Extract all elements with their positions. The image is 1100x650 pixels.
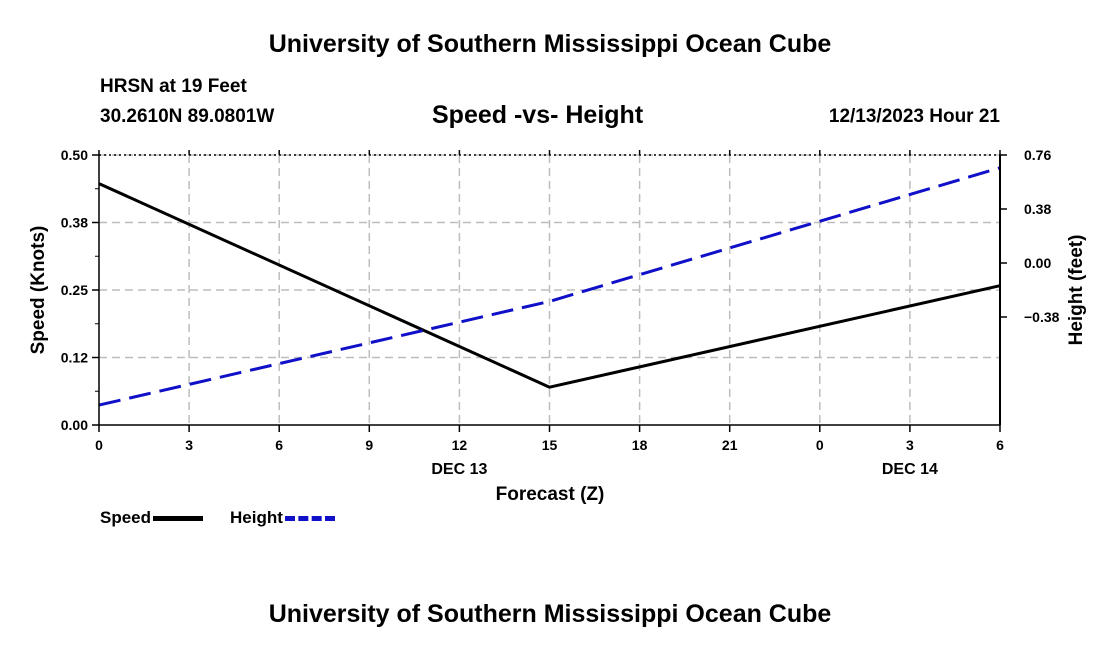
y2-tick-label: 0.76: [1024, 147, 1051, 163]
x-tick-label: 21: [722, 437, 738, 453]
legend-height-swatch: [284, 516, 335, 522]
x-tick-label: 15: [542, 437, 558, 453]
x-tick-label: 6: [275, 437, 283, 453]
y2-axis-label: Height (feet): [1066, 235, 1087, 346]
forecast-datetime: 12/13/2023 Hour 21: [828, 106, 1000, 127]
chart-series: [98, 166, 1001, 407]
y-axis-label: Speed (Knots): [28, 226, 49, 355]
bottom-title: University of Southern Mississippi Ocean…: [268, 600, 832, 628]
y2-tick-label: 0.00: [1024, 255, 1051, 271]
legend-speed-label: Speed: [100, 508, 152, 527]
legend-height-label: Height: [230, 508, 283, 527]
top-title: University of Southern Mississippi Ocean…: [268, 30, 832, 58]
axis-ticks: 0 3 6 9 12 15 18 21 0 3 6 DEC 13 DEC 14 0.00 0.12 0.25 0…: [61, 147, 1060, 478]
x-tick-label: 0: [816, 437, 824, 453]
x-tick-label: 3: [906, 437, 914, 453]
x-tick-label: 9: [365, 437, 373, 453]
x-tick-label: 0: [95, 437, 103, 453]
y-tick-label: 0.00: [61, 417, 88, 433]
x-tick-label: 6: [996, 437, 1004, 453]
y2-tick-label: 0.38: [1024, 201, 1051, 217]
x-tick-label: 12: [452, 437, 468, 453]
date-label: DEC 14: [882, 461, 938, 478]
x-tick-label: 18: [632, 437, 648, 453]
chart-title: Speed -vs- Height: [432, 101, 644, 129]
x-tick-label: 3: [185, 437, 193, 453]
speed-series-line: [98, 182, 1001, 389]
y-tick-label: 0.50: [61, 147, 88, 163]
height-series-line: [98, 166, 1001, 407]
x-axis-label: Forecast (Z): [496, 484, 605, 505]
station-coords: 30.2610N 89.0801W: [100, 106, 275, 127]
legend-height: Height: [230, 508, 335, 528]
y-tick-label: 0.38: [61, 215, 88, 231]
y-tick-label: 0.12: [61, 350, 88, 366]
legend-speed: Speed: [100, 508, 204, 528]
legend-speed-swatch: [153, 516, 204, 522]
grid-lines: [99, 154, 1000, 425]
y2-tick-label: −0.38: [1024, 309, 1060, 325]
date-label: DEC 13: [431, 461, 487, 478]
station-label: HRSN at 19 Feet: [100, 76, 247, 97]
y-tick-label: 0.25: [61, 282, 88, 298]
